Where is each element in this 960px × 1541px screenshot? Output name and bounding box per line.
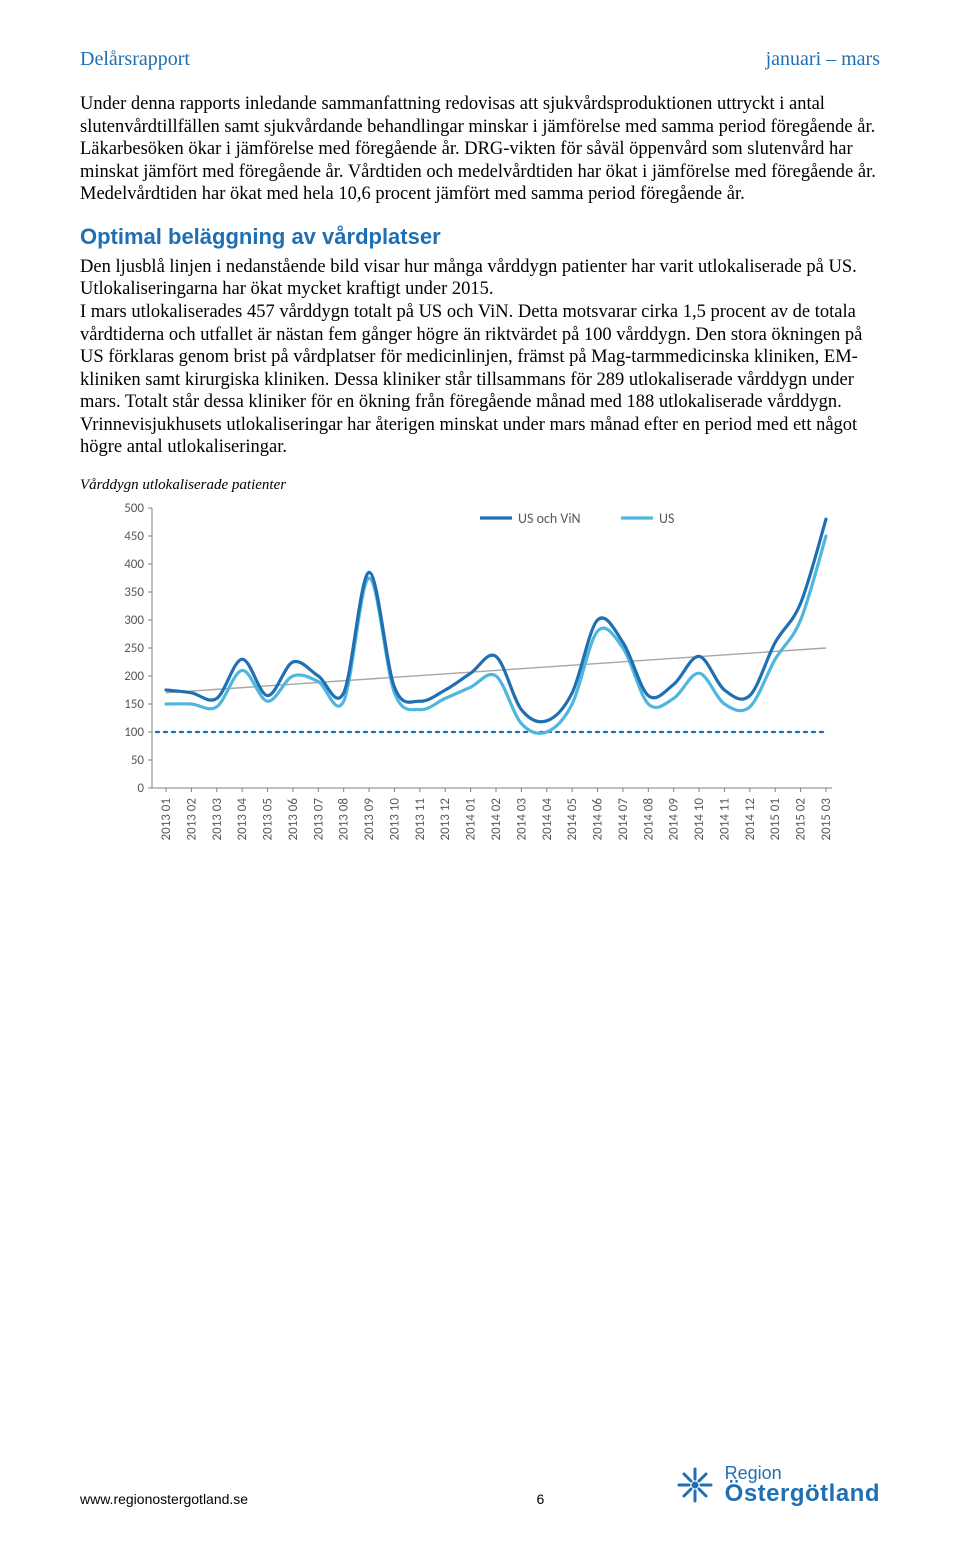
footer-url: www.regionostergotland.se bbox=[80, 1491, 248, 1507]
svg-text:2013 03: 2013 03 bbox=[210, 797, 225, 840]
svg-text:US och ViN: US och ViN bbox=[518, 510, 581, 527]
svg-text:450: 450 bbox=[124, 529, 144, 544]
page-footer: www.regionostergotland.se 6 Region Öster… bbox=[80, 1463, 880, 1507]
svg-text:200: 200 bbox=[124, 669, 144, 684]
page-header: Delårsrapport januari – mars bbox=[80, 48, 880, 71]
logo-text: Region Östergötland bbox=[725, 1464, 880, 1506]
svg-text:2014 02: 2014 02 bbox=[489, 797, 504, 840]
footer-logo: Region Östergötland bbox=[673, 1463, 880, 1507]
svg-text:2013 07: 2013 07 bbox=[311, 797, 326, 840]
svg-text:0: 0 bbox=[137, 781, 144, 796]
svg-text:2015 01: 2015 01 bbox=[768, 798, 783, 840]
svg-text:2014 03: 2014 03 bbox=[514, 797, 529, 840]
svg-text:2013 01: 2013 01 bbox=[159, 798, 174, 840]
svg-text:2014 12: 2014 12 bbox=[743, 797, 758, 840]
svg-text:2014 07: 2014 07 bbox=[616, 797, 631, 840]
svg-text:2014 09: 2014 09 bbox=[667, 797, 682, 840]
chart-caption: Vårddygn utlokaliserade patienter bbox=[80, 477, 880, 494]
logo-line2: Östergötland bbox=[725, 1482, 880, 1506]
svg-text:2014 06: 2014 06 bbox=[591, 797, 606, 840]
svg-text:2014 10: 2014 10 bbox=[692, 797, 707, 840]
chart-container: 0 50 100 150 200 250 300 350 400 450 500 2013 01 201… bbox=[100, 496, 860, 856]
svg-text:2013 08: 2013 08 bbox=[337, 797, 352, 840]
svg-text:2013 06: 2013 06 bbox=[286, 797, 301, 840]
svg-text:US: US bbox=[659, 510, 674, 527]
svg-text:500: 500 bbox=[124, 501, 144, 516]
line-chart: 0 50 100 150 200 250 300 350 400 450 500 2013 01 201… bbox=[100, 496, 860, 856]
page-number: 6 bbox=[536, 1491, 544, 1507]
svg-text:2013 10: 2013 10 bbox=[387, 797, 402, 840]
svg-text:2014 11: 2014 11 bbox=[717, 798, 732, 840]
header-right: januari – mars bbox=[766, 48, 880, 71]
svg-text:250: 250 bbox=[124, 641, 144, 656]
section-title: Optimal beläggning av vårdplatser bbox=[80, 224, 880, 250]
svg-text:2015 03: 2015 03 bbox=[819, 797, 834, 840]
svg-text:2014 04: 2014 04 bbox=[540, 797, 555, 840]
paragraph-intro: Under denna rapports inledande sammanfat… bbox=[80, 93, 880, 206]
svg-text:2014 08: 2014 08 bbox=[641, 797, 656, 840]
svg-text:2013 09: 2013 09 bbox=[362, 797, 377, 840]
paragraph-main: Den ljusblå linjen i nedanstående bild v… bbox=[80, 256, 880, 459]
svg-text:2013 02: 2013 02 bbox=[184, 797, 199, 840]
svg-text:2014 01: 2014 01 bbox=[464, 798, 479, 840]
svg-text:2013 12: 2013 12 bbox=[438, 797, 453, 840]
svg-text:400: 400 bbox=[124, 557, 144, 572]
svg-text:2013 11: 2013 11 bbox=[413, 798, 428, 840]
header-left: Delårsrapport bbox=[80, 48, 190, 71]
svg-text:2015 02: 2015 02 bbox=[794, 797, 809, 840]
svg-text:300: 300 bbox=[124, 613, 144, 628]
svg-text:2013 04: 2013 04 bbox=[235, 797, 250, 840]
svg-text:100: 100 bbox=[124, 725, 144, 740]
svg-text:150: 150 bbox=[124, 697, 144, 712]
logo-icon bbox=[673, 1463, 717, 1507]
svg-text:2014 05: 2014 05 bbox=[565, 798, 580, 840]
svg-text:350: 350 bbox=[124, 585, 144, 600]
svg-text:2013 05: 2013 05 bbox=[261, 798, 276, 840]
svg-text:50: 50 bbox=[131, 753, 145, 768]
